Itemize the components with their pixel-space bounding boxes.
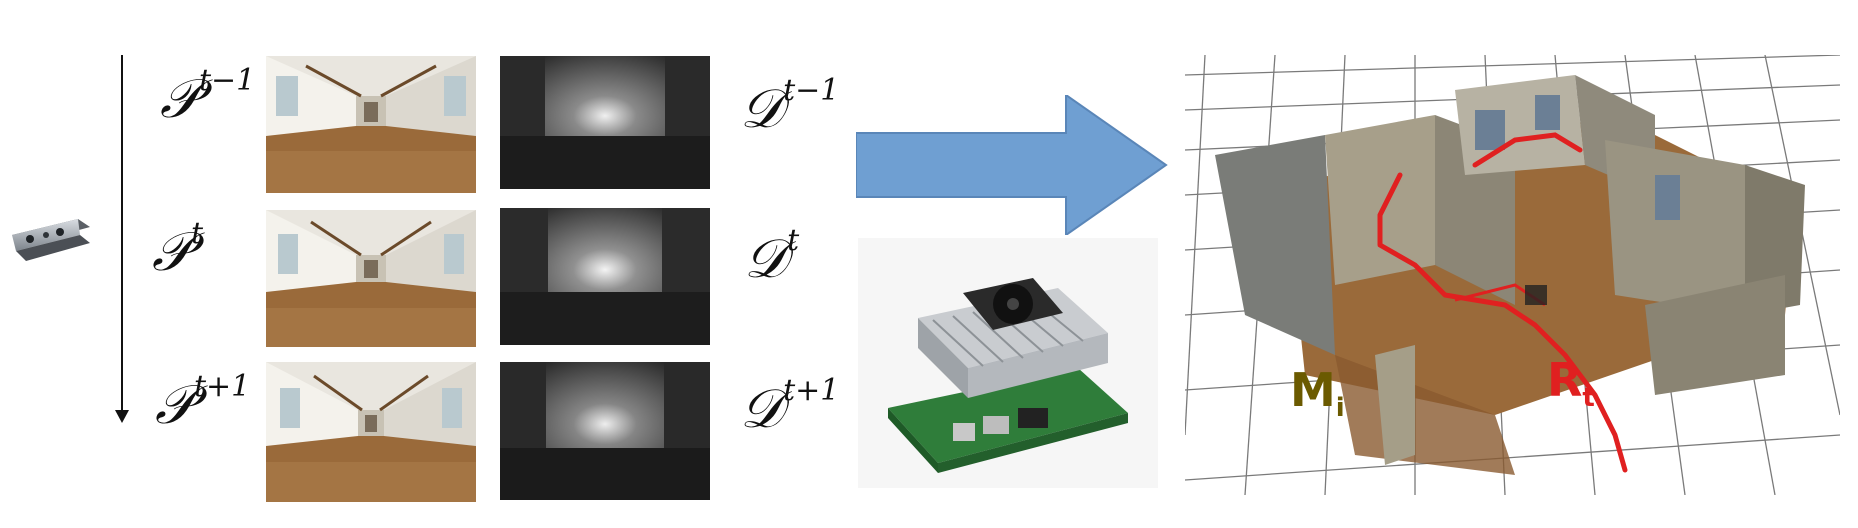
depth-camera-icon [8, 205, 92, 265]
depth-frame-label-prev: 𝒟t−1 [740, 73, 840, 140]
rgb-frame-label-prev: 𝒫t−1 [160, 63, 256, 130]
robot-pose-label: Rt [1547, 353, 1595, 414]
semantic-map-view [1184, 54, 1841, 496]
time-axis-arrow [112, 55, 132, 425]
rgb-frame-next [266, 362, 476, 502]
process-arrow [855, 93, 1168, 237]
rgb-frame-label-current: 𝒫t [152, 216, 203, 283]
depth-frame-label-current: 𝒟t [744, 223, 800, 290]
embedded-board-icon [858, 238, 1158, 488]
map-label: Mi [1290, 363, 1345, 424]
depth-frame-next [500, 362, 710, 500]
depth-frame-prev [500, 56, 710, 189]
rgb-frame-prev [266, 56, 476, 193]
depth-frame-current [500, 208, 710, 345]
rgb-frame-current [266, 210, 476, 347]
depth-frame-label-next: 𝒟t+1 [740, 373, 840, 440]
rgb-frame-label-next: 𝒫t+1 [155, 369, 251, 436]
